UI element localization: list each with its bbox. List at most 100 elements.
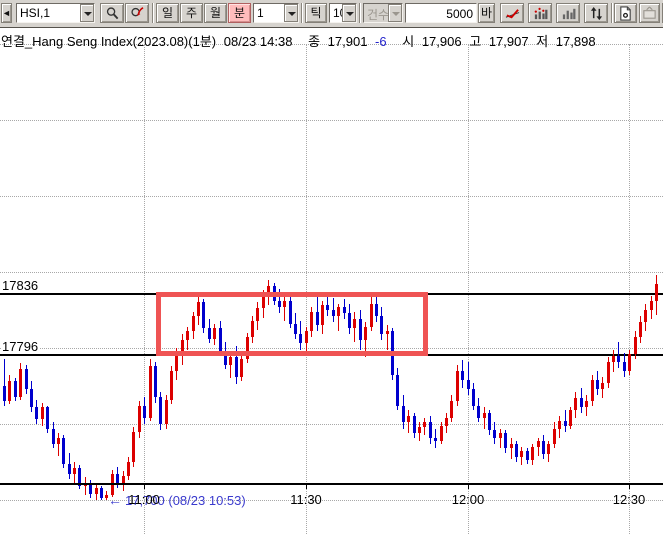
candle bbox=[262, 296, 265, 308]
candle bbox=[644, 310, 647, 322]
candle bbox=[612, 356, 615, 362]
high-label: 고 bbox=[469, 34, 482, 49]
candle bbox=[423, 422, 426, 427]
x-tick-label: 11:00 bbox=[128, 492, 160, 507]
candle bbox=[197, 302, 200, 316]
candle bbox=[143, 406, 146, 418]
bar-button[interactable]: 바 bbox=[478, 3, 495, 23]
toolbar-separator bbox=[152, 3, 154, 23]
candle bbox=[601, 383, 604, 389]
candle bbox=[19, 369, 22, 397]
x-tick-mark bbox=[468, 485, 469, 489]
candle-wick bbox=[327, 293, 328, 316]
trend-line-price-label: 17836 bbox=[1, 278, 40, 293]
search-icon bbox=[106, 7, 118, 20]
candle bbox=[413, 416, 416, 433]
h-gridline bbox=[0, 272, 663, 273]
search-button[interactable] bbox=[100, 3, 124, 23]
candle-wick bbox=[468, 362, 469, 395]
candle bbox=[73, 468, 76, 474]
period-month-button[interactable]: 월 bbox=[204, 3, 227, 23]
high-value: 17,907 bbox=[488, 34, 529, 49]
candle bbox=[310, 312, 313, 331]
candle bbox=[52, 429, 55, 444]
chevron-down-icon[interactable] bbox=[80, 4, 94, 22]
x-tick-mark bbox=[306, 485, 307, 489]
tick-button[interactable]: 틱 bbox=[305, 3, 327, 23]
volume-button[interactable] bbox=[556, 3, 580, 23]
candle bbox=[472, 389, 475, 406]
candle bbox=[219, 328, 222, 351]
candle bbox=[127, 462, 130, 476]
candle bbox=[62, 438, 65, 464]
interval-combobox[interactable]: 1 bbox=[253, 3, 299, 23]
symbol-combobox[interactable]: HSI,1 bbox=[16, 3, 95, 23]
count-input[interactable] bbox=[405, 3, 477, 23]
candle bbox=[181, 340, 184, 354]
toolbar-separator bbox=[301, 3, 303, 23]
search-return-button[interactable] bbox=[125, 3, 149, 23]
period-day-button[interactable]: 일 bbox=[156, 3, 179, 23]
candle bbox=[132, 432, 135, 462]
candle bbox=[170, 371, 173, 400]
tick-combobox[interactable]: 10 bbox=[329, 3, 357, 23]
candle bbox=[305, 331, 308, 343]
v-gridline bbox=[468, 44, 469, 534]
sort-updown-button[interactable] bbox=[584, 3, 608, 23]
candle-wick bbox=[230, 353, 231, 378]
candlestick-chart[interactable]: 17836 17796 ← 17,700 (08/23 10:53) bbox=[0, 28, 663, 539]
line-chart-button[interactable] bbox=[500, 3, 524, 23]
candle bbox=[359, 319, 362, 340]
candle bbox=[461, 371, 464, 380]
scroll-left-button[interactable]: ◄ bbox=[1, 3, 12, 23]
chevron-down-icon bbox=[388, 4, 402, 22]
candle bbox=[386, 331, 389, 334]
candle bbox=[440, 426, 443, 441]
x-tick-label: 11:30 bbox=[290, 492, 322, 507]
chevron-down-icon[interactable] bbox=[342, 4, 356, 22]
candle bbox=[105, 495, 108, 498]
h-gridline bbox=[0, 500, 663, 501]
volume-signal-button[interactable] bbox=[528, 3, 552, 23]
chart-title: 연결_Hang Seng Index(2023.08)(1분) bbox=[1, 34, 217, 49]
open-value: 17,906 bbox=[421, 34, 462, 49]
candle bbox=[396, 375, 399, 406]
candle bbox=[326, 305, 329, 310]
volume-signal-icon bbox=[534, 8, 547, 20]
candle bbox=[299, 334, 302, 343]
candle bbox=[429, 422, 432, 438]
count-combobox: 건수 bbox=[363, 3, 403, 23]
v-gridline bbox=[306, 44, 307, 534]
period-minute-button[interactable]: 분 bbox=[228, 3, 251, 23]
new-document-button[interactable] bbox=[614, 3, 637, 23]
box-annotation[interactable] bbox=[156, 292, 428, 356]
candle bbox=[418, 427, 421, 433]
candle bbox=[547, 444, 550, 454]
candle bbox=[316, 312, 319, 325]
candle bbox=[434, 438, 437, 441]
period-week-button[interactable]: 주 bbox=[180, 3, 203, 23]
candle bbox=[186, 331, 189, 340]
candle bbox=[650, 301, 653, 310]
candle bbox=[159, 397, 162, 424]
candle bbox=[235, 357, 238, 377]
candle bbox=[591, 380, 594, 401]
candle bbox=[370, 304, 373, 327]
candle bbox=[8, 381, 11, 401]
candle bbox=[477, 406, 480, 418]
candle bbox=[57, 438, 60, 444]
x-axis-line bbox=[0, 483, 663, 485]
candle bbox=[456, 371, 459, 401]
candle bbox=[467, 380, 470, 389]
candle bbox=[30, 389, 33, 407]
candle bbox=[558, 421, 561, 429]
candle bbox=[375, 304, 378, 316]
tv-icon bbox=[643, 6, 656, 20]
candle bbox=[321, 305, 324, 325]
candle bbox=[208, 328, 211, 339]
candle bbox=[450, 401, 453, 418]
candle bbox=[165, 400, 168, 424]
chevron-down-icon[interactable] bbox=[284, 4, 298, 22]
candle bbox=[95, 488, 98, 494]
